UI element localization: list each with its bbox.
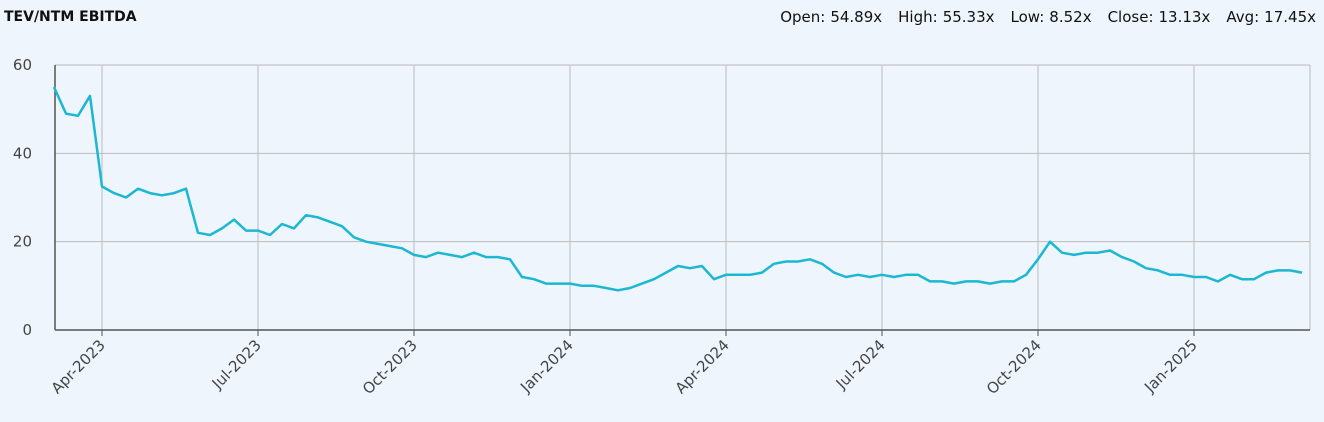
stat-label: Open: bbox=[780, 8, 826, 26]
stat-value: 54.89x bbox=[830, 8, 883, 26]
y-tick-label: 40 bbox=[13, 144, 32, 162]
stat: Avg: 17.45x bbox=[1226, 8, 1316, 26]
stat: Close: 13.13x bbox=[1108, 8, 1211, 26]
stat: High: 55.33x bbox=[898, 8, 994, 26]
x-tick-label: Jan-2025 bbox=[1140, 336, 1201, 397]
stat-label: High: bbox=[898, 8, 938, 26]
stat: Open: 54.89x bbox=[780, 8, 882, 26]
stat: Low: 8.52x bbox=[1011, 8, 1092, 26]
x-tick-label: Oct-2023 bbox=[359, 336, 421, 398]
stat-label: Close: bbox=[1107, 8, 1154, 26]
stat-value: 13.13x bbox=[1158, 8, 1211, 26]
x-tick-label: Apr-2024 bbox=[672, 336, 733, 397]
y-tick-label: 60 bbox=[13, 56, 32, 74]
stat-value: 17.45x bbox=[1264, 8, 1316, 26]
x-tick-label: Jul-2023 bbox=[208, 336, 265, 393]
y-tick-label: 20 bbox=[13, 233, 32, 251]
x-tick-label: Jul-2024 bbox=[832, 336, 889, 393]
x-tick-label: Jan-2024 bbox=[516, 336, 577, 397]
stat-value: 8.52x bbox=[1049, 8, 1092, 26]
chart-title: TEV/NTM EBITDA bbox=[4, 9, 137, 25]
stat-label: Avg: bbox=[1226, 8, 1260, 26]
x-tick-label: Apr-2023 bbox=[48, 336, 109, 397]
x-tick-label: Oct-2024 bbox=[983, 336, 1045, 398]
stat-label: Low: bbox=[1010, 8, 1045, 26]
stat-value: 55.33x bbox=[942, 8, 995, 26]
line bbox=[52, 86, 1303, 292]
stats: Open: 54.89x High: 55.33x Low: 8.52x Close: 13.… bbox=[780, 8, 1316, 26]
y-tick-label: 0 bbox=[22, 321, 32, 339]
